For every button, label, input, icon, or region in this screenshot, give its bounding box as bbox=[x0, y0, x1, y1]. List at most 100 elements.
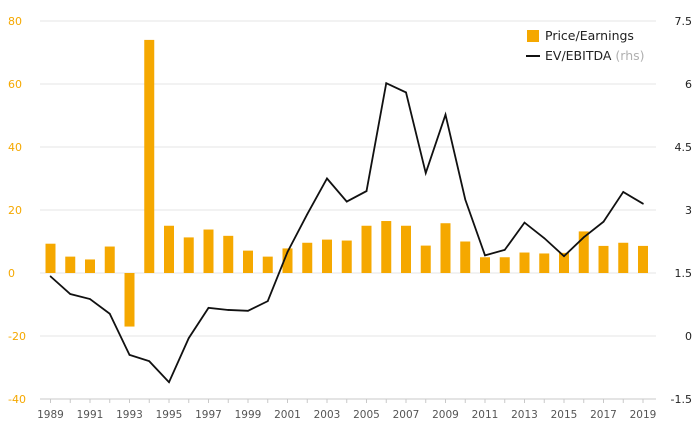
ev-ebitda-point-1991 bbox=[89, 298, 91, 300]
ev-ebitda-point-2008 bbox=[424, 172, 427, 174]
x-tick-label: 1997 bbox=[195, 409, 222, 421]
ev-ebitda-point-2006 bbox=[385, 82, 388, 84]
x-tick-label: 1989 bbox=[37, 409, 64, 421]
bar-1996 bbox=[183, 237, 194, 273]
ev-ebitda-point-1989 bbox=[49, 275, 52, 278]
x-tick-label: 2005 bbox=[353, 409, 380, 421]
bar-1994 bbox=[144, 39, 155, 274]
ev-ebitda-point-2004 bbox=[345, 200, 348, 203]
ev-ebitda-line bbox=[49, 81, 644, 384]
ev-ebitda-point-2012 bbox=[503, 249, 506, 251]
ev-ebitda-point-2002 bbox=[306, 213, 309, 215]
right-tick-label: 7.5 bbox=[675, 15, 693, 28]
bar-2002 bbox=[302, 242, 313, 273]
bar-1993 bbox=[124, 273, 135, 327]
ev-ebitda-point-2019 bbox=[642, 202, 644, 205]
x-tick-label: 2015 bbox=[551, 409, 578, 421]
axes: 80 60 40 20 0 -20 -40 7.5 6 4.5 3 1.5 0 -1.5 1989 1991 1… bbox=[8, 15, 692, 421]
ev-ebitda-point-1995 bbox=[168, 381, 170, 384]
bar-2019 bbox=[638, 245, 648, 273]
bar-2016 bbox=[578, 231, 589, 273]
x-tick-label: 1993 bbox=[116, 409, 143, 421]
right-tick-label: -1.5 bbox=[671, 393, 692, 406]
bar-2006 bbox=[381, 221, 392, 273]
bar-2007 bbox=[401, 225, 411, 273]
bar-1992 bbox=[104, 246, 115, 273]
bar-1991 bbox=[85, 259, 95, 273]
bar-2018 bbox=[618, 242, 629, 273]
x-tick-label: 2017 bbox=[590, 409, 617, 421]
right-tick-label: 6 bbox=[685, 78, 692, 91]
ev-ebitda-point-2015 bbox=[563, 255, 565, 257]
left-tick-label: 80 bbox=[8, 15, 22, 28]
line-series bbox=[49, 81, 644, 384]
bar-2017 bbox=[598, 245, 609, 273]
bar-1998 bbox=[223, 235, 234, 273]
left-tick-label: 40 bbox=[8, 141, 22, 154]
right-tick-label: 3 bbox=[685, 204, 692, 217]
ev-ebitda-point-2003 bbox=[326, 177, 328, 180]
left-tick-label: 0 bbox=[8, 267, 15, 280]
left-tick-label: 20 bbox=[8, 204, 22, 217]
bar-1999 bbox=[243, 250, 253, 273]
ev-ebitda-point-1996 bbox=[187, 337, 190, 339]
bar-2005 bbox=[361, 225, 372, 273]
left-tick-label: -20 bbox=[8, 330, 26, 343]
ev-ebitda-point-2011 bbox=[484, 254, 486, 257]
ev-ebitda-point-2018 bbox=[622, 191, 625, 193]
bar-1995 bbox=[164, 225, 174, 273]
bar-1989 bbox=[45, 243, 56, 273]
x-tick-label: 2013 bbox=[511, 409, 538, 421]
left-tick-label: 60 bbox=[8, 78, 22, 91]
right-tick-label: 1.5 bbox=[675, 267, 693, 280]
ev-ebitda-point-1993 bbox=[128, 354, 131, 356]
legend-label-price-earnings: Price/Earnings bbox=[545, 28, 634, 43]
bar-1997 bbox=[203, 229, 214, 273]
legend-label-ev-ebitda: EV/EBITDA (rhs) bbox=[545, 48, 645, 63]
ev-ebitda-point-1998 bbox=[227, 309, 230, 311]
bar-series bbox=[45, 39, 648, 327]
ev-ebitda-point-1994 bbox=[148, 360, 151, 363]
x-tick-label: 2019 bbox=[630, 409, 657, 421]
ev-ebitda-point-2016 bbox=[582, 236, 585, 239]
ev-ebitda-point-2009 bbox=[444, 113, 447, 116]
left-tick-label: -40 bbox=[8, 393, 26, 406]
bar-2003 bbox=[322, 239, 332, 273]
bar-2009 bbox=[440, 223, 451, 273]
legend-label-rhs-suffix: (rhs) bbox=[615, 48, 644, 63]
ev-ebitda-point-2010 bbox=[464, 198, 467, 201]
right-tick-label: 0 bbox=[685, 330, 692, 343]
x-tick-label: 2007 bbox=[393, 409, 420, 421]
bar-2012 bbox=[499, 257, 510, 273]
grid-lines bbox=[40, 20, 656, 400]
legend-label-ev-ebitda-name: EV/EBITDA bbox=[545, 48, 612, 63]
ev-ebitda-point-2007 bbox=[405, 91, 407, 94]
x-tick-label: 2011 bbox=[472, 409, 499, 421]
ev-ebitda-point-1997 bbox=[207, 307, 210, 309]
x-tick-label: 2009 bbox=[432, 409, 459, 421]
x-tick-label: 1999 bbox=[235, 409, 262, 421]
bar-2013 bbox=[519, 252, 530, 273]
bar-2001 bbox=[282, 248, 293, 273]
ev-ebitda-point-2013 bbox=[523, 221, 526, 224]
ev-ebitda-point-2001 bbox=[286, 251, 289, 253]
bar-2014 bbox=[539, 253, 550, 273]
ev-ebitda-point-1990 bbox=[69, 293, 72, 295]
x-tick-label: 1991 bbox=[77, 409, 104, 421]
bar-2010 bbox=[460, 241, 471, 273]
ev-ebitda-point-2014 bbox=[543, 237, 546, 239]
ev-ebitda-point-1992 bbox=[108, 312, 111, 315]
bar-1990 bbox=[65, 256, 76, 273]
ev-ebitda-point-1999 bbox=[247, 310, 249, 312]
x-tick-label: 2001 bbox=[274, 409, 301, 421]
legend-swatch-price-earnings bbox=[527, 30, 539, 42]
ev-ebitda-point-2017 bbox=[602, 220, 605, 223]
x-tick-label: 2003 bbox=[314, 409, 341, 421]
bar-2011 bbox=[480, 257, 490, 273]
bar-2000 bbox=[262, 256, 273, 273]
x-tick-label: 1995 bbox=[156, 409, 183, 421]
bar-2015 bbox=[559, 252, 569, 273]
ev-ebitda-point-2000 bbox=[266, 300, 269, 302]
